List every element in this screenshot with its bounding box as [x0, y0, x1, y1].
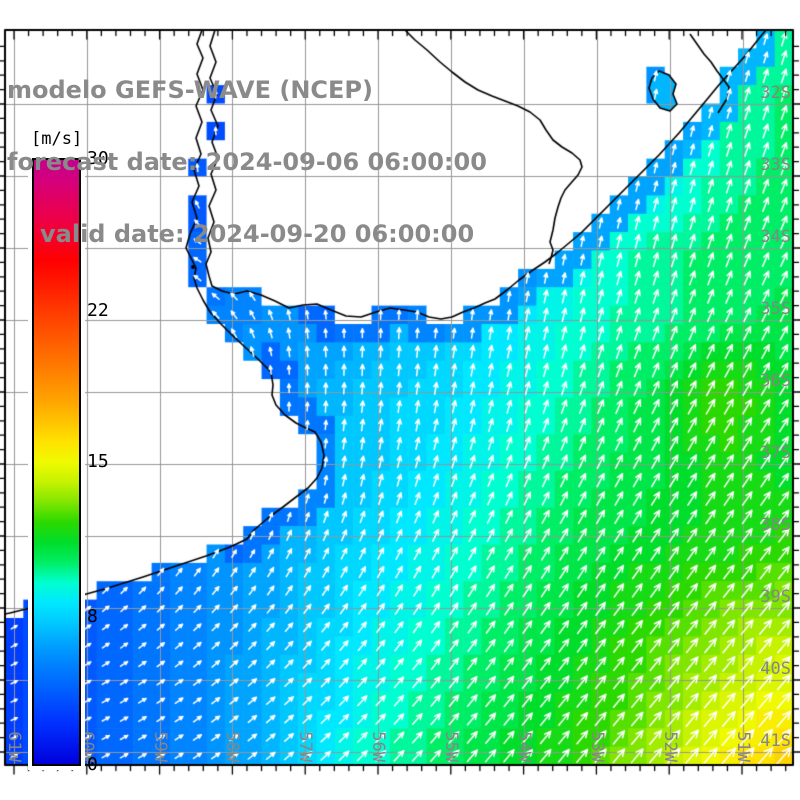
lat-axis-label: 38S	[760, 515, 791, 535]
lat-axis-label: 36S	[760, 371, 791, 391]
lat-axis-label: 35S	[760, 299, 791, 319]
lon-axis-label: 55W	[441, 731, 461, 762]
lon-axis-label: 53W	[587, 731, 607, 762]
lon-axis-label: 58W	[222, 731, 242, 762]
lat-axis-label: 40S	[760, 659, 791, 679]
lat-axis-label: 39S	[760, 587, 791, 607]
lat-axis-label: 41S	[760, 731, 791, 751]
colorbar-tick-label: 22	[87, 300, 109, 321]
lat-axis-label: 33S	[760, 155, 791, 175]
lon-axis-label: 54W	[514, 731, 534, 762]
lat-axis-label: 32S	[760, 83, 791, 103]
lon-axis-label: 57W	[295, 731, 315, 762]
colorbar-tick-label: 15	[87, 451, 109, 472]
lon-axis-label: 59W	[150, 731, 170, 762]
lon-axis-label: 52W	[660, 731, 680, 762]
valid-date: valid date: 2024-09-20 06:00:00	[40, 220, 475, 248]
colorbar-tick-label: 8	[87, 606, 98, 627]
colorbar-unit-label: [m/s]	[31, 129, 83, 149]
forecast-date: forecast date: 2024-09-06 06:00:00	[7, 148, 487, 176]
colorbar-gradient	[32, 158, 81, 766]
colorbar	[28, 154, 85, 770]
colorbar-tick-label: 30	[87, 148, 109, 169]
lon-axis-label: 56W	[368, 731, 388, 762]
lat-axis-label: 37S	[760, 443, 791, 463]
colorbar-tick-label: 0	[87, 754, 98, 775]
lat-axis-label: 34S	[760, 227, 791, 247]
title-block: modelo GEFS-WAVE (NCEP) forecast date: 2…	[7, 30, 487, 294]
model-title: modelo GEFS-WAVE (NCEP)	[7, 76, 373, 104]
lon-axis-label: 61W	[4, 731, 24, 762]
